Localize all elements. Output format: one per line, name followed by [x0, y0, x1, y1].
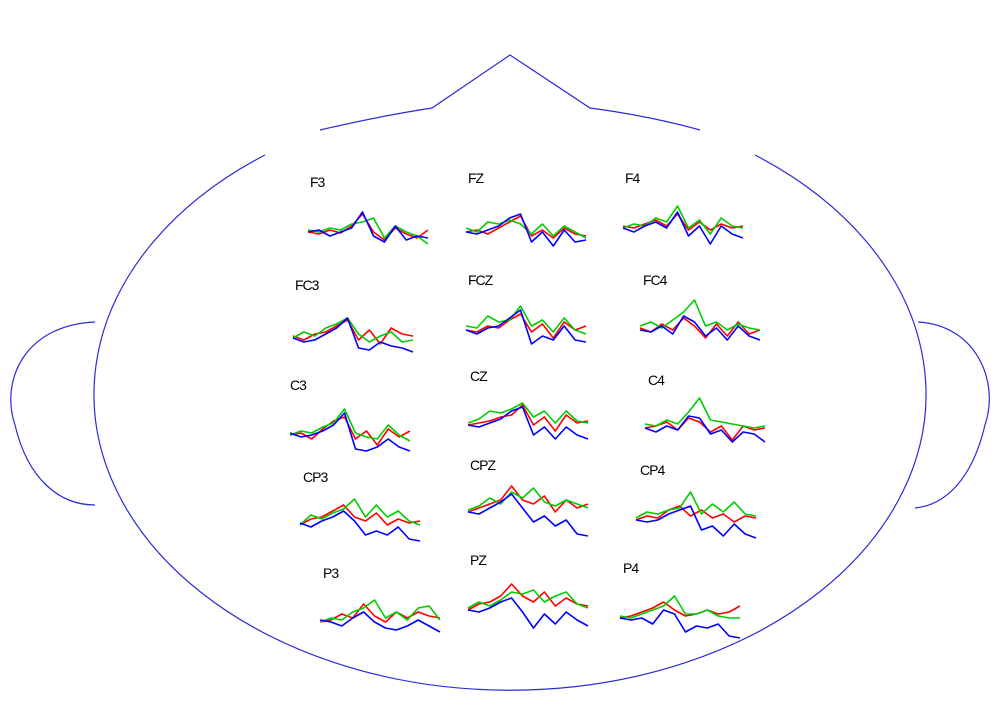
waveform	[636, 492, 756, 518]
eeg-head-map: F3 FZ F4 FC3 FCZ FC4 C3 CZ C4 CP3 CPZ CP4 P3 PZ P4	[0, 0, 998, 727]
waveform	[308, 214, 428, 240]
left-ear	[11, 322, 95, 505]
channel-label: F3	[310, 174, 326, 190]
head-top	[320, 55, 700, 130]
page: {"chart_data": [ {"type": "line", "title…	[0, 0, 998, 727]
right-ear	[915, 322, 989, 508]
channel-label: FC4	[643, 272, 668, 288]
waveform	[320, 612, 440, 632]
waveform	[620, 596, 740, 618]
channel-label: C4	[648, 372, 665, 388]
channel-label: P3	[323, 565, 339, 581]
waveform	[468, 486, 588, 512]
channel-label: F4	[625, 170, 641, 186]
waveform	[636, 506, 756, 538]
channel-label: FC3	[295, 277, 320, 293]
channel-label: FZ	[468, 170, 485, 186]
head-outline	[94, 155, 926, 690]
waveform	[640, 300, 760, 330]
channel-label: FCZ	[468, 272, 494, 288]
waveform	[645, 416, 765, 442]
waveform	[468, 407, 588, 439]
waveform	[640, 316, 760, 340]
channel-label: PZ	[470, 552, 487, 568]
waveform	[308, 212, 428, 242]
channel-label: CZ	[470, 368, 488, 384]
waveform	[468, 488, 588, 510]
channel-label: CP4	[640, 462, 665, 478]
waveform	[623, 206, 743, 234]
channel-label: CP3	[303, 469, 328, 485]
channel-label: CPZ	[470, 457, 496, 473]
channel-label: C3	[290, 377, 307, 393]
channel-label: P4	[623, 560, 639, 576]
